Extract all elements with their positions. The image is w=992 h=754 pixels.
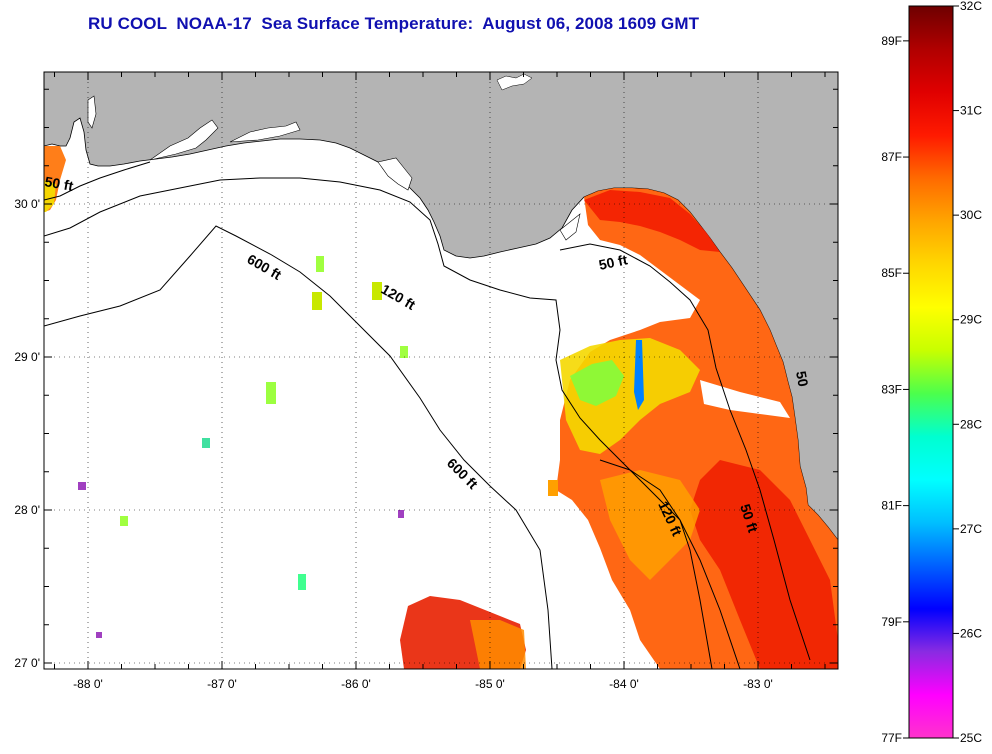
lon-tick-label: -85 0' <box>475 677 505 691</box>
celsius-label: 27C <box>960 522 982 536</box>
fahrenheit-label: 85F <box>881 266 902 280</box>
colorbar: 32C 31C 30C 29C 28C 27C 26C 25C 89F 87F 85F 83F 81F… <box>881 0 982 745</box>
celsius-label: 30C <box>960 208 982 222</box>
sst-region-cloudgap <box>700 380 790 418</box>
lake <box>496 73 533 91</box>
lat-tick-label: 27 0' <box>14 656 40 670</box>
sst-region-blue-streak <box>634 340 644 410</box>
lat-tick-label: 29 0' <box>14 350 40 364</box>
sst-patch <box>202 438 210 448</box>
map-frame <box>43 71 839 670</box>
contour-120ft <box>44 177 741 669</box>
sst-patch <box>548 480 558 496</box>
lon-axis-labels: -88 0' -87 0' -86 0' -85 0' -84 0' -83 0' <box>73 677 773 691</box>
contour-label-50-edge: 50 <box>793 370 811 388</box>
colorbar-ticks <box>903 5 959 739</box>
colorbar-fahrenheit-labels: 89F 87F 85F 83F 81F 79F 77F <box>881 34 902 745</box>
lon-tick-label: -87 0' <box>207 677 237 691</box>
axis-ticks <box>44 72 838 669</box>
fahrenheit-label: 87F <box>881 150 902 164</box>
lon-tick-label: -83 0' <box>743 677 773 691</box>
sst-patch <box>120 516 128 526</box>
sst-patch <box>316 256 324 272</box>
map-area: 50 ft 600 ft 120 ft 50 ft 600 ft 120 ft … <box>43 72 838 669</box>
sst-region-south-orange <box>470 620 526 669</box>
sst-region-bigbend-north <box>584 190 720 252</box>
celsius-label: 26C <box>960 626 982 640</box>
celsius-label: 32C <box>960 0 982 13</box>
lon-tick-label: -86 0' <box>341 677 371 691</box>
lon-tick-label: -84 0' <box>609 677 639 691</box>
lat-tick-label: 28 0' <box>14 503 40 517</box>
contour-label-50ft-east: 50 ft <box>597 251 629 273</box>
coastal-bays-east <box>377 157 581 241</box>
fahrenheit-label: 79F <box>881 615 902 629</box>
sst-region-mid-orange <box>600 470 700 580</box>
sst-patch <box>96 632 102 638</box>
sst-patch <box>372 282 382 300</box>
colorbar-celsius-labels: 32C 31C 30C 29C 28C 27C 26C 25C <box>960 0 982 745</box>
fahrenheit-label: 77F <box>881 731 902 745</box>
celsius-label: 29C <box>960 313 982 327</box>
fahrenheit-label: 89F <box>881 34 902 48</box>
contour-50ft-east <box>559 243 811 661</box>
lat-tick-label: 30 0' <box>14 197 40 211</box>
sst-patch <box>78 482 86 490</box>
sst-region-warmcore <box>690 460 838 669</box>
coastal-bays <box>87 95 301 161</box>
contour-label-50ft-west: 50 ft <box>43 173 74 194</box>
contour-120ft-east <box>599 459 713 669</box>
celsius-label: 25C <box>960 731 982 745</box>
sst-patch <box>266 382 276 404</box>
sst-field <box>44 146 838 669</box>
fahrenheit-label: 81F <box>881 499 902 513</box>
sst-patch <box>298 574 306 590</box>
sst-patch <box>400 346 408 358</box>
contour-50ft-west <box>44 161 151 201</box>
fahrenheit-label: 83F <box>881 382 902 396</box>
celsius-label: 28C <box>960 417 982 431</box>
sst-patch <box>312 292 322 310</box>
lon-tick-label: -88 0' <box>73 677 103 691</box>
contour-600ft <box>44 225 553 669</box>
sst-patch <box>398 510 404 518</box>
celsius-label: 31C <box>960 104 982 118</box>
depth-contours <box>44 161 811 669</box>
map-title: RU COOL NOAA-17 Sea Surface Temperature:… <box>88 14 700 33</box>
sst-scattered-patches <box>78 256 558 638</box>
colorbar-strip <box>908 5 954 739</box>
lat-axis-labels: 30 0' 29 0' 28 0' 27 0' <box>14 197 40 670</box>
sst-region-green <box>570 360 624 406</box>
